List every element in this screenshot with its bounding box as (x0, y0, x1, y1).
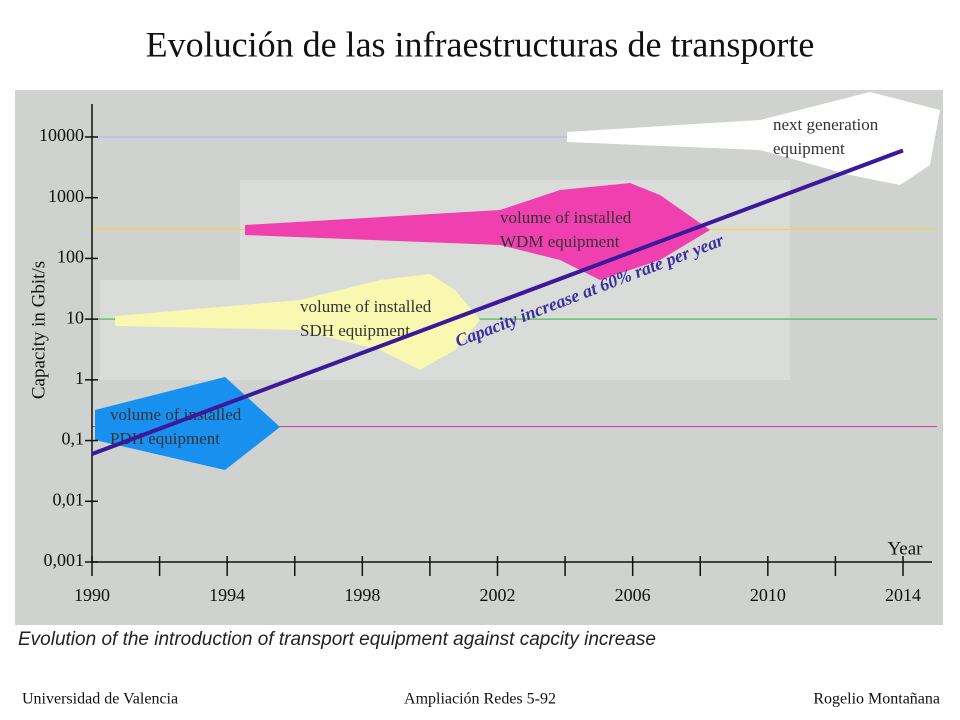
region (115, 274, 480, 370)
footer-right: Rogelio Montañana (813, 691, 940, 708)
x-axis-label: Year (887, 538, 923, 559)
region-label: PDH equipment (110, 429, 220, 448)
y-axis-label: Capacity in Gbit/s (28, 261, 49, 399)
footer-center: Ampliación Redes 5-92 (404, 691, 556, 708)
x-tick-label: 2006 (615, 585, 651, 605)
region-label: volume of installed (300, 297, 432, 316)
region-label: WDM equipment (500, 232, 620, 251)
region (567, 92, 940, 185)
region-label: volume of installed (500, 208, 632, 227)
x-tick-label: 2010 (750, 585, 786, 605)
footer-left: Universidad de Valencia (22, 691, 178, 708)
region-label: equipment (773, 139, 845, 158)
y-tick-label: 1000 (48, 186, 84, 206)
y-tick-label: 0,01 (53, 489, 85, 509)
x-tick-label: 1990 (74, 585, 110, 605)
region-label: SDH equipment (300, 321, 410, 340)
y-tick-label: 1 (75, 368, 84, 388)
x-tick-label: 2002 (480, 585, 516, 605)
y-tick-label: 100 (57, 247, 84, 267)
y-tick-label: 0,1 (62, 429, 85, 449)
trend-line (91, 148, 904, 456)
caption: Evolution of the introduction of transpo… (18, 629, 656, 650)
title: Evolución de las infraestructuras de tra… (146, 24, 815, 64)
x-tick-label: 1998 (344, 585, 380, 605)
y-tick-label: 10000 (39, 125, 84, 145)
y-tick-label: 0,001 (44, 550, 85, 570)
region (245, 183, 710, 280)
x-tick-label: 1994 (209, 585, 245, 605)
x-tick-label: 2014 (885, 585, 921, 605)
region-label: next generation (773, 115, 879, 134)
y-tick-label: 10 (66, 307, 84, 327)
